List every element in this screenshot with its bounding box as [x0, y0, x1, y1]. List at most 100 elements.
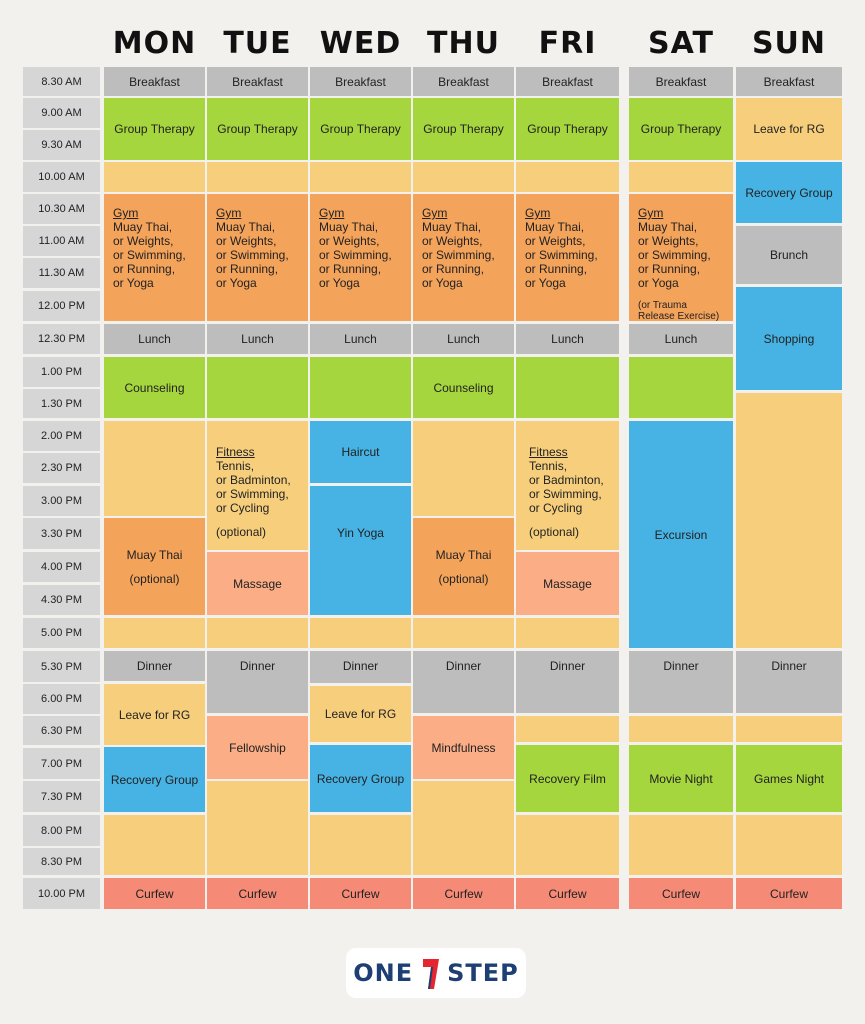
- sat-free-evening: [629, 815, 733, 875]
- time-label: 3.30 PM: [23, 518, 100, 549]
- time-label: 11.30 AM: [23, 258, 100, 288]
- wed-gym: Gym Muay Thai, or Weights, or Swimming, or R…: [310, 194, 411, 321]
- tue-free-1000: [207, 162, 308, 192]
- one-step-logo: ONE STEP: [346, 948, 526, 998]
- sun-free-1830: [736, 716, 842, 742]
- time-label: 1.30 PM: [23, 389, 100, 418]
- mon-dinner: Dinner: [104, 651, 205, 681]
- sun-recovery-group: Recovery Group: [736, 162, 842, 223]
- sun-shopping: Shopping: [736, 287, 842, 390]
- mon-free-1000: [104, 162, 205, 192]
- time-label: 8.30 PM: [23, 848, 100, 875]
- time-label: 4.30 PM: [23, 585, 100, 615]
- sat-group-therapy: Group Therapy: [629, 98, 733, 160]
- day-header-tue: TUE: [223, 26, 292, 61]
- fri-gym: Gym Muay Thai, or Weights, or Swimming, or R…: [516, 194, 619, 321]
- tue-free-evening: [207, 781, 308, 875]
- thu-free-1000: [413, 162, 514, 192]
- time-label: 6.00 PM: [23, 684, 100, 714]
- wed-haircut: Haircut: [310, 421, 411, 483]
- sat-lunch: Lunch: [629, 324, 733, 354]
- time-label: 8.30 AM: [23, 67, 100, 96]
- sun-leave-rg: Leave for RG: [736, 98, 842, 160]
- fri-free-1700: [516, 618, 619, 648]
- fri-massage: Massage: [516, 552, 619, 615]
- thu-breakfast: Breakfast: [413, 67, 514, 96]
- sat-free-1000: [629, 162, 733, 192]
- thu-curfew: Curfew: [413, 878, 514, 909]
- mon-leave-rg: Leave for RG: [104, 684, 205, 745]
- tue-free-lunch-after: [207, 357, 308, 418]
- sat-curfew: Curfew: [629, 878, 733, 909]
- tue-breakfast: Breakfast: [207, 67, 308, 96]
- mon-free-evening: [104, 815, 205, 875]
- mon-free-1700: [104, 618, 205, 648]
- fri-dinner: Dinner: [516, 651, 619, 713]
- sat-breakfast: Breakfast: [629, 67, 733, 96]
- day-header-mon: MON: [112, 26, 197, 61]
- time-label: 7.00 PM: [23, 748, 100, 779]
- day-header-sun: SUN: [751, 26, 827, 61]
- time-label: 12.30 PM: [23, 324, 100, 354]
- sat-gym: Gym Muay Thai, or Weights, or Swimming, or R…: [629, 194, 733, 322]
- fri-lunch: Lunch: [516, 324, 619, 354]
- logo-text-one: ONE: [353, 959, 414, 987]
- mon-curfew: Curfew: [104, 878, 205, 909]
- tue-gym: Gym Muay Thai, or Weights, or Swimming, or R…: [207, 194, 308, 321]
- tue-lunch: Lunch: [207, 324, 308, 354]
- time-label: 10.30 AM: [23, 194, 100, 224]
- thu-dinner: Dinner: [413, 651, 514, 713]
- mon-lunch: Lunch: [104, 324, 205, 354]
- time-label: 10.00 AM: [23, 162, 100, 192]
- time-label: 4.00 PM: [23, 552, 100, 582]
- day-header-wed: WED: [319, 26, 402, 61]
- time-label: 5.30 PM: [23, 651, 100, 682]
- time-label: 10.00 PM: [23, 878, 100, 909]
- wed-breakfast: Breakfast: [310, 67, 411, 96]
- fri-free-1000: [516, 162, 619, 192]
- logo-text-step: STEP: [447, 959, 519, 987]
- thu-mindfulness: Mindfulness: [413, 716, 514, 779]
- time-label: 5.00 PM: [23, 618, 100, 648]
- fri-breakfast: Breakfast: [516, 67, 619, 96]
- mon-counseling: Counseling: [104, 357, 205, 418]
- mon-free-afternoon: [104, 421, 205, 516]
- mon-recovery-group: Recovery Group: [104, 747, 205, 812]
- day-header-sat: SAT: [648, 26, 714, 61]
- tue-fellowship: Fellowship: [207, 716, 308, 779]
- time-label: 2.00 PM: [23, 421, 100, 451]
- tue-free-1700: [207, 618, 308, 648]
- wed-free-evening: [310, 815, 411, 875]
- wed-free-1000: [310, 162, 411, 192]
- mon-muay-thai: Muay Thai (optional): [104, 518, 205, 615]
- wed-dinner: Dinner: [310, 651, 411, 683]
- tue-fitness: Fitness Tennis, or Badminton, or Swimming, o…: [207, 421, 308, 550]
- tue-curfew: Curfew: [207, 878, 308, 909]
- time-label: 1.00 PM: [23, 357, 100, 387]
- time-label: 6.30 PM: [23, 716, 100, 745]
- fri-free-evening: [516, 815, 619, 875]
- time-label: 8.00 PM: [23, 815, 100, 846]
- thu-free-afternoon: [413, 421, 514, 516]
- logo-mark-icon: [419, 955, 441, 991]
- fri-group-therapy: Group Therapy: [516, 98, 619, 160]
- sun-free-afternoon: [736, 393, 842, 648]
- time-label: 2.30 PM: [23, 453, 100, 483]
- wed-lunch: Lunch: [310, 324, 411, 354]
- tue-group-therapy: Group Therapy: [207, 98, 308, 160]
- wed-group-therapy: Group Therapy: [310, 98, 411, 160]
- time-label: 11.00 AM: [23, 226, 100, 256]
- tue-dinner: Dinner: [207, 651, 308, 713]
- wed-free-1700: [310, 618, 411, 648]
- fri-fitness: Fitness Tennis, or Badminton, or Swimming, o…: [516, 421, 619, 550]
- time-label: 12.00 PM: [23, 291, 100, 321]
- sun-dinner: Dinner: [736, 651, 842, 713]
- sat-excursion: Excursion: [629, 421, 733, 648]
- thu-free-1700: [413, 618, 514, 648]
- time-label: 9.00 AM: [23, 98, 100, 128]
- sat-movie-night: Movie Night: [629, 745, 733, 812]
- sat-free-1830: [629, 716, 733, 742]
- sat-dinner: Dinner: [629, 651, 733, 713]
- tue-massage: Massage: [207, 552, 308, 615]
- day-header-thu: THU: [427, 26, 500, 61]
